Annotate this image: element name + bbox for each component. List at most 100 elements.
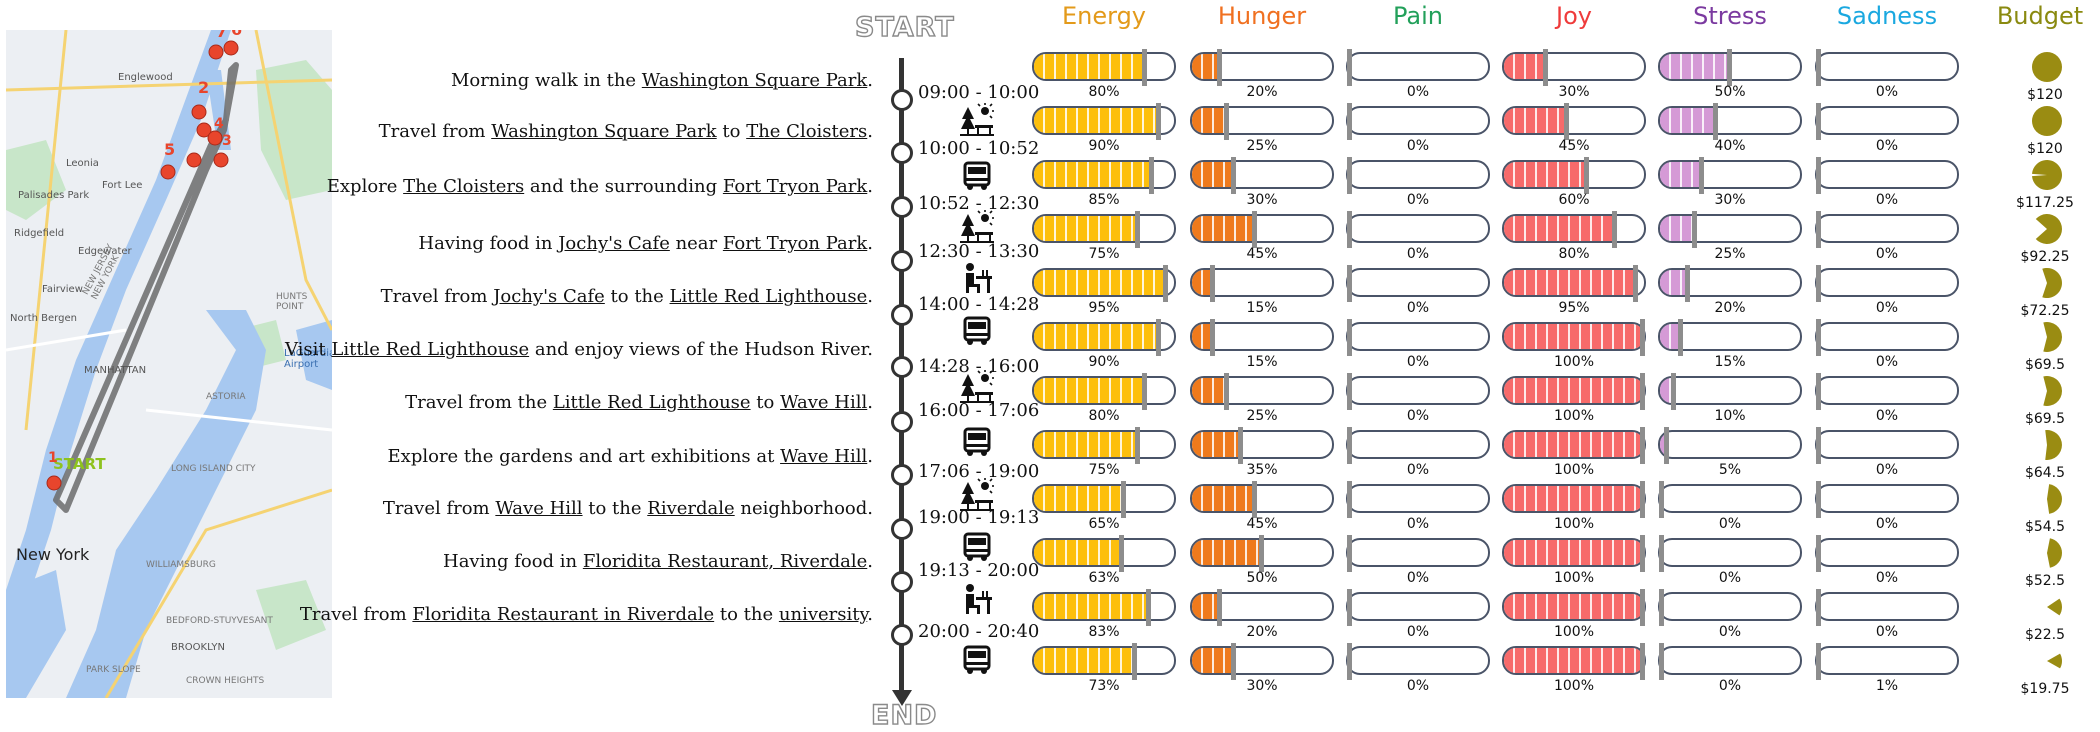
joy-level-marker — [1633, 265, 1638, 302]
hunger-bar-fill — [1192, 162, 1234, 187]
hunger-value: 25% — [1246, 138, 1278, 154]
pain-bar — [1346, 430, 1490, 459]
place-link[interactable]: Floridita Restaurant in Riverdale — [412, 604, 715, 625]
activity-description: Having food in Floridita Restaurant, Riv… — [443, 551, 873, 572]
timeline-start-label: START — [854, 11, 955, 43]
map-place-label: Edgewater — [78, 246, 132, 257]
pain-value: 0% — [1406, 516, 1430, 532]
place-link[interactable]: Little Red Lighthouse — [552, 392, 751, 413]
place-link[interactable]: Wave Hill — [495, 498, 583, 519]
activity-text: . — [867, 70, 873, 91]
joy-bar — [1502, 268, 1646, 297]
sadness-level-marker — [1816, 373, 1821, 410]
activity-description: Travel from Wave Hill to the Riverdale n… — [383, 498, 873, 519]
sadness-value: 0% — [1875, 462, 1899, 478]
place-link[interactable]: Jochy's Cafe — [558, 233, 670, 254]
place-link[interactable]: Jochy's Cafe — [493, 286, 605, 307]
stress-bar — [1658, 484, 1802, 513]
pain-bar — [1346, 106, 1490, 135]
place-link[interactable]: Fort Tryon Park — [722, 233, 868, 254]
hunger-bar — [1190, 52, 1334, 81]
stress-level-marker — [1659, 589, 1664, 626]
hunger-level-marker — [1224, 373, 1229, 410]
budget-value: $92.25 — [2020, 249, 2070, 265]
energy-bar — [1032, 646, 1176, 675]
stress-bar-fill — [1660, 324, 1681, 349]
budget-value: $19.75 — [2020, 681, 2070, 697]
bus-icon — [960, 529, 994, 563]
place-link[interactable]: The Cloisters — [403, 176, 525, 197]
place-link[interactable]: Little Red Lighthouse — [331, 339, 530, 360]
stress-bar — [1658, 106, 1802, 135]
place-link[interactable]: Floridita Restaurant, Riverdale — [582, 551, 868, 572]
header-joy: Joy — [1556, 2, 1592, 30]
pain-level-marker — [1347, 319, 1352, 356]
sadness-bar — [1815, 160, 1959, 189]
budget-value: $120 — [2027, 141, 2063, 157]
energy-bar-fill — [1034, 54, 1145, 79]
pain-level-marker — [1347, 157, 1352, 194]
budget-value: $54.5 — [2024, 519, 2066, 535]
stress-bar — [1658, 214, 1802, 243]
timeline-node — [891, 89, 913, 111]
joy-level-marker — [1584, 157, 1589, 194]
hunger-bar-fill — [1192, 324, 1213, 349]
pain-bar — [1346, 52, 1490, 81]
hunger-bar — [1190, 484, 1334, 513]
stress-bar-fill — [1660, 270, 1688, 295]
stress-bar-fill — [1660, 108, 1716, 133]
activity-text: . — [867, 392, 873, 413]
place-link[interactable]: Little Red Lighthouse — [669, 286, 868, 307]
sadness-level-marker — [1816, 427, 1821, 464]
map-start-label: START — [53, 455, 106, 473]
energy-value: 75% — [1088, 462, 1120, 478]
joy-value: 60% — [1558, 192, 1590, 208]
place-link[interactable]: university — [778, 604, 868, 625]
place-link[interactable]: The Cloisters — [746, 121, 868, 142]
sadness-level-marker — [1816, 157, 1821, 194]
budget-pie — [2035, 214, 2063, 244]
hunger-bar — [1190, 160, 1334, 189]
activity-text: . — [867, 551, 873, 572]
place-link[interactable]: Wave Hill — [780, 446, 868, 467]
sadness-bar — [1815, 322, 1959, 351]
header-stress: Stress — [1693, 2, 1767, 30]
joy-bar-fill — [1504, 108, 1567, 133]
pain-level-marker — [1347, 265, 1352, 302]
sadness-bar — [1815, 430, 1959, 459]
sadness-bar — [1815, 106, 1959, 135]
activity-text: Visit — [284, 339, 332, 360]
joy-bar-fill — [1504, 270, 1636, 295]
joy-level-marker — [1640, 535, 1645, 572]
stress-bar-fill — [1660, 54, 1730, 79]
budget-value: $117.25 — [2016, 195, 2074, 211]
map-marker-label-2: 2 — [198, 78, 210, 97]
hunger-bar-fill — [1192, 108, 1227, 133]
route-map[interactable]: START 1 2 3 4 5 6 7 New York Englewood L… — [6, 30, 332, 698]
activity-text: and the surrounding — [524, 176, 723, 197]
time-range: 19:13 - 20:00 — [918, 560, 1040, 581]
sadness-level-marker — [1816, 319, 1821, 356]
timeline-node — [891, 464, 913, 486]
joy-value: 45% — [1558, 138, 1590, 154]
place-link[interactable]: Fort Tryon Park — [722, 176, 868, 197]
place-link[interactable]: Washington Square Park — [641, 70, 868, 91]
stress-level-marker — [1659, 481, 1664, 518]
pain-value: 0% — [1406, 192, 1430, 208]
stress-bar — [1658, 430, 1802, 459]
place-link[interactable]: Washington Square Park — [491, 121, 717, 142]
budget-pie — [2047, 598, 2062, 616]
place-link[interactable]: Riverdale — [647, 498, 735, 519]
dining-icon — [960, 262, 994, 296]
hunger-value: 30% — [1246, 192, 1278, 208]
hunger-level-marker — [1252, 211, 1257, 248]
sadness-level-marker — [1816, 211, 1821, 248]
sadness-level-marker — [1816, 103, 1821, 140]
joy-bar-fill — [1504, 324, 1643, 349]
activity-description: Explore The Cloisters and the surroundin… — [327, 176, 873, 197]
map-place-label: WILLIAMSBURG — [146, 560, 216, 570]
sadness-bar — [1815, 376, 1959, 405]
map-place-label: HUNTS POINT — [276, 292, 308, 312]
place-link[interactable]: Wave Hill — [780, 392, 868, 413]
energy-level-marker — [1156, 319, 1161, 356]
